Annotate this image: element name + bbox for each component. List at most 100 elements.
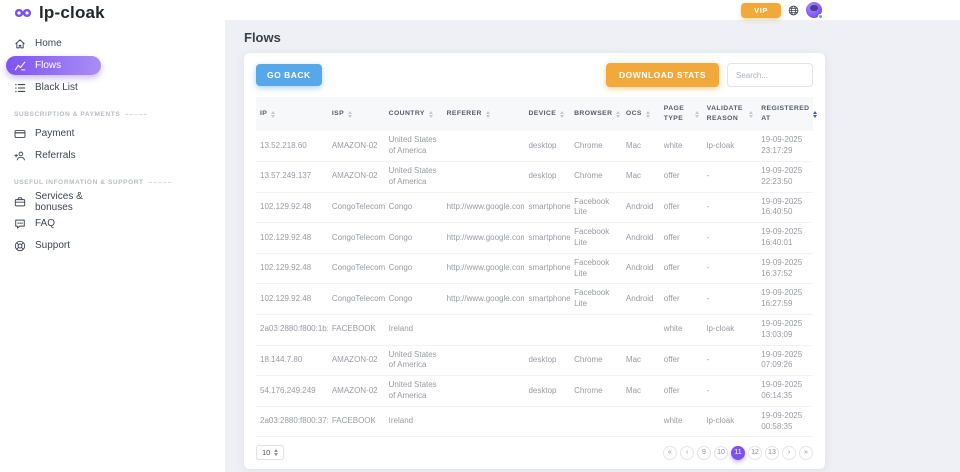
sidebar-nav: Home Flows Black List SUBSCRIPTION & PAYMEN…	[0, 34, 225, 255]
main-content: Flows GO BACK DOWNLOAD STATS IP ISP COUNTR…	[225, 20, 960, 472]
cell-validate_reason: -	[702, 283, 758, 315]
cell-validate_reason: lp-cloak	[702, 314, 758, 346]
sort-icon[interactable]	[813, 110, 818, 118]
sort-icon[interactable]	[645, 110, 650, 118]
column-header-page-type[interactable]: PAGE TYPE	[659, 97, 703, 132]
sort-icon[interactable]	[428, 110, 433, 118]
sidebar-item-support[interactable]: Support	[0, 236, 101, 255]
payment-icon	[14, 128, 26, 140]
cell-isp: AMAZON-02	[327, 131, 385, 162]
cell-registered_at: 19-09-2025 00:58:35	[757, 406, 813, 438]
column-header-validate-reason[interactable]: VALIDATE REASON	[702, 97, 758, 132]
cell-page_type: offer	[659, 222, 703, 254]
services-icon	[14, 196, 26, 208]
cell-ocs: Mac	[621, 345, 660, 377]
column-header-registered-at[interactable]: REGISTERED AT	[757, 97, 818, 132]
support-icon	[14, 240, 26, 252]
cell-page_type: offer	[659, 161, 703, 193]
table-row: 102.129.92.48 CongoTelecom Congo http://www…	[256, 222, 813, 254]
sidebar-item-services-bonuses[interactable]: Services & bonuses	[0, 190, 101, 213]
cell-ocs: Mac	[621, 161, 660, 193]
cell-isp: CongoTelecom	[327, 253, 385, 285]
column-header-browser[interactable]: BROWSER	[570, 97, 622, 132]
cell-isp: CongoTelecom	[327, 283, 385, 315]
cell-ip: 102.129.92.48	[256, 222, 328, 254]
cell-ip: 102.129.92.48	[256, 253, 328, 285]
sort-icon[interactable]	[694, 110, 699, 118]
sort-icon[interactable]	[348, 110, 352, 118]
pagination: «‹ 9 10 11 12 13 ›»	[663, 445, 813, 460]
column-header-ocs[interactable]: OCS	[621, 97, 660, 132]
page-button-11[interactable]: 11	[731, 445, 745, 460]
table-row: 102.129.92.48 CongoTelecom Congo http://www…	[256, 283, 813, 315]
cell-validate_reason: -	[702, 192, 758, 224]
sort-icon[interactable]	[485, 110, 490, 118]
page-button-12[interactable]: 12	[748, 445, 762, 460]
cell-registered_at: 19-09-2025 16:40:01	[757, 222, 813, 254]
cell-registered_at: 19-09-2025 06:14:35	[757, 375, 813, 407]
search-input[interactable]	[727, 63, 813, 87]
sidebar-item-black-list[interactable]: Black List	[0, 78, 101, 97]
column-label: COUNTRY	[388, 110, 425, 118]
cell-referer	[442, 406, 525, 438]
sidebar-item-faq[interactable]: FAQ	[0, 214, 101, 233]
cell-browser: Facebook Lite	[570, 192, 622, 224]
column-label: VALIDATE REASON	[706, 105, 743, 123]
flows-icon	[14, 60, 26, 72]
cell-registered_at: 19-09-2025 16:40:50	[757, 192, 813, 224]
cell-ip: 102.129.92.48	[256, 192, 328, 224]
column-header-device[interactable]: DEVICE	[524, 97, 571, 132]
first-page-button[interactable]: «	[663, 445, 677, 460]
sidebar-item-flows[interactable]: Flows	[6, 56, 101, 75]
sidebar-item-label: Support	[35, 240, 71, 251]
cell-ocs: Android	[621, 222, 660, 254]
column-header-referer[interactable]: REFERER	[442, 97, 525, 132]
brand-logo[interactable]: lp-cloak	[0, 0, 225, 22]
go-back-button[interactable]: GO BACK	[256, 64, 322, 86]
page-button-9[interactable]: 9	[697, 445, 711, 460]
page-title: Flows	[244, 30, 281, 45]
avatar[interactable]	[806, 2, 823, 19]
column-label: ISP	[331, 110, 344, 118]
globe-icon[interactable]	[788, 5, 799, 16]
sidebar-item-label: Home	[35, 38, 62, 49]
sort-icon[interactable]	[616, 110, 621, 118]
sidebar-item-label: Services & bonuses	[35, 190, 83, 213]
cell-ocs: Android	[621, 192, 660, 224]
cell-validate_reason: -	[702, 253, 758, 285]
page-button-10[interactable]: 10	[714, 445, 728, 460]
page-size-select[interactable]: 10	[256, 445, 285, 461]
cell-ip: 13.52.218.60	[256, 131, 328, 162]
cell-referer: http://www.google.com/	[442, 283, 525, 315]
column-header-isp[interactable]: ISP	[327, 97, 385, 132]
cell-registered_at: 19-09-2025 23:17:29	[757, 131, 813, 162]
cell-referer	[442, 131, 525, 162]
sidebar-item-referrals[interactable]: Referrals	[0, 146, 101, 165]
download-stats-button[interactable]: DOWNLOAD STATS	[606, 63, 719, 87]
sort-icon[interactable]	[271, 110, 276, 118]
column-header-country[interactable]: COUNTRY	[384, 97, 443, 132]
sidebar-item-payment[interactable]: Payment	[0, 124, 101, 143]
sidebar-item-label: Flows	[35, 60, 62, 71]
sort-icon[interactable]	[749, 110, 754, 118]
last-page-button[interactable]: »	[799, 445, 813, 460]
cell-page_type: white	[659, 314, 703, 346]
sort-icon[interactable]	[560, 110, 565, 118]
cell-browser: Chrome	[570, 161, 622, 193]
vip-button[interactable]: VIP	[741, 2, 781, 18]
cell-device	[524, 406, 571, 438]
sidebar-item-home[interactable]: Home	[0, 34, 101, 53]
column-label: IP	[260, 110, 268, 118]
page-button-13[interactable]: 13	[765, 445, 779, 460]
sidebar-item-label: Black List	[35, 82, 78, 93]
sidebar-item-label: FAQ	[35, 218, 56, 229]
cell-validate_reason: lp-cloak	[702, 131, 758, 162]
prev-page-button[interactable]: ‹	[680, 445, 694, 460]
cell-ip: 102.129.92.48	[256, 283, 328, 315]
next-page-button[interactable]: ›	[782, 445, 796, 460]
column-label: OCS	[625, 110, 642, 118]
column-header-ip[interactable]: IP	[256, 97, 328, 132]
cell-registered_at: 19-09-2025 07:09:26	[757, 345, 813, 377]
cell-registered_at: 19-09-2025 16:27:59	[757, 283, 813, 315]
cell-browser: Facebook Lite	[570, 222, 622, 254]
